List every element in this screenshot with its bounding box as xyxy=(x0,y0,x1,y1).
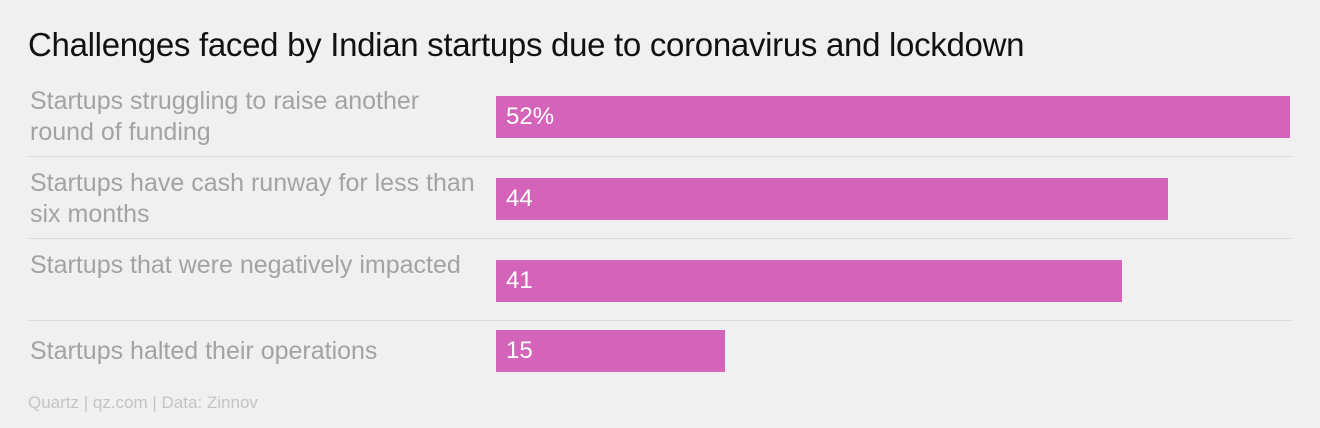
row-divider xyxy=(28,320,1292,321)
category-label: Startups have cash runway for less than … xyxy=(30,169,475,228)
bar xyxy=(496,330,726,372)
source-footer: Quartz | qz.com | Data: Zinnov xyxy=(28,393,258,412)
row-divider xyxy=(28,238,1292,239)
bar-value-label: 44 xyxy=(506,185,533,212)
bar xyxy=(496,178,1168,220)
category-label: Startups that were negatively impacted xyxy=(30,251,461,279)
bar-value-label: 15 xyxy=(506,337,533,364)
category-label: Startups struggling to raise another rou… xyxy=(30,87,420,146)
bar xyxy=(496,260,1123,302)
chart-title: Challenges faced by Indian startups due … xyxy=(28,26,1025,63)
category-label: Startups halted their operations xyxy=(30,337,378,365)
row-divider xyxy=(28,156,1292,157)
bar xyxy=(496,96,1290,138)
bar-value-label: 52% xyxy=(506,103,555,130)
bar-value-label: 41 xyxy=(506,267,533,294)
